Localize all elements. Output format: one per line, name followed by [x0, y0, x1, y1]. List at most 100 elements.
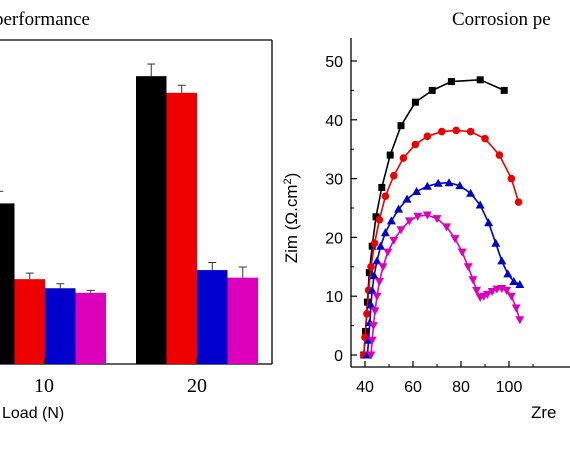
nyquist-point-magenta: [368, 322, 378, 331]
nyquist-point-blue: [484, 218, 494, 227]
nyquist-point-blue: [491, 238, 501, 247]
nyquist-point-black: [365, 269, 373, 277]
nyquist-point-blue: [372, 256, 382, 265]
bar-chart-plot: [0, 39, 273, 365]
bar-red-10: [14, 279, 45, 364]
nyquist-point-black: [476, 76, 484, 84]
nyquist-point-black: [428, 86, 436, 94]
bar-xtick-label: 20: [187, 375, 207, 397]
nyquist-point-red: [514, 198, 523, 206]
bar-series-group: [0, 63, 258, 365]
nyquist-series-group: [360, 76, 525, 360]
nyquist-point-blue: [475, 200, 485, 209]
nyquist-point-magenta: [378, 263, 388, 272]
nyquist-point-black: [386, 151, 394, 159]
nyquist-point-blue: [455, 181, 465, 190]
nyquist-point-blue: [466, 188, 476, 197]
nyquist-point-magenta: [396, 226, 406, 235]
nyquist-point-blue: [366, 300, 376, 309]
nyquist-xtick-label: 40: [356, 379, 374, 396]
nyquist-point-red: [466, 127, 475, 136]
nyquist-point-magenta: [367, 336, 377, 345]
nyquist-point-magenta: [450, 235, 460, 244]
nyquist-point-black: [372, 213, 380, 221]
nyquist-point-red: [375, 215, 384, 224]
nyquist-point-red: [481, 134, 489, 143]
bar-black-10: [0, 203, 15, 364]
bar-blue-10: [45, 288, 76, 364]
nyquist-point-magenta: [457, 248, 467, 257]
nyquist-ytick-label: 0: [334, 348, 343, 365]
nyquist-xtick-label: 100: [496, 379, 523, 396]
nyquist-line-magenta: [370, 214, 521, 356]
nyquist-point-blue: [369, 271, 379, 280]
nyquist-point-blue: [444, 178, 454, 187]
bar-red-20: [166, 92, 197, 364]
nyquist-ytick-label: 40: [325, 113, 343, 130]
bar-magenta-20: [227, 277, 258, 364]
nyquist-yaxis-label: Zim (Ω.cm2): [282, 173, 301, 264]
nyquist-point-red: [438, 127, 446, 136]
nyquist-point-magenta: [432, 215, 442, 224]
nyquist-point-blue: [376, 241, 386, 250]
nyquist-point-blue: [503, 269, 513, 278]
nyquist-point-magenta: [502, 286, 512, 295]
nyquist-point-blue: [497, 256, 507, 265]
nyquist-point-blue: [367, 285, 377, 294]
nyquist-xtick-label: 80: [452, 379, 470, 396]
nyquist-point-red: [390, 171, 398, 180]
nyquist-point-magenta: [506, 292, 516, 301]
nyquist-point-magenta: [487, 287, 497, 296]
nyquist-point-red: [423, 132, 432, 141]
nyquist-point-red: [367, 263, 375, 271]
nyquist-line-blue: [366, 181, 521, 356]
nyquist-point-magenta: [374, 278, 384, 286]
nyquist-point-red: [381, 192, 390, 201]
nyquist-ytick-label: 20: [325, 230, 343, 247]
nyquist-point-blue: [380, 228, 390, 237]
nyquist-point-blue: [515, 279, 525, 288]
nyquist-point-blue: [433, 178, 443, 187]
bar-xtick-group: [44, 358, 198, 364]
nyquist-point-magenta: [372, 292, 382, 301]
nyquist-ytick-label: 50: [325, 54, 343, 71]
nyquist-xaxis-label: Zre: [531, 403, 557, 422]
nyquist-point-magenta: [482, 290, 492, 299]
nyquist-point-magenta: [442, 223, 452, 232]
nyquist-point-magenta: [413, 212, 423, 221]
nyquist-point-magenta: [383, 248, 393, 257]
nyquist-point-black: [411, 98, 419, 106]
nyquist-point-blue: [422, 181, 432, 190]
nyquist-point-magenta: [468, 276, 478, 285]
nyquist-xtick-label: 60: [404, 379, 422, 396]
nyquist-point-red: [363, 310, 371, 318]
nyquist-point-blue: [402, 194, 412, 203]
nyquist-point-magenta: [422, 211, 432, 220]
nyquist-point-red: [507, 174, 516, 183]
nyquist-plot: 0 10 20 30 40 50 40 60 80 100: [325, 38, 570, 396]
nyquist-point-red: [399, 154, 408, 162]
nyquist-point-magenta: [463, 263, 473, 272]
nyquist-point-magenta: [389, 236, 399, 245]
nyquist-point-magenta: [515, 316, 525, 325]
nyquist-point-red: [411, 140, 420, 149]
nyquist-point-blue: [386, 216, 396, 225]
nyquist-ytick-label: 10: [325, 289, 343, 306]
nyquist-point-magenta: [404, 217, 414, 226]
nyquist-point-magenta: [472, 286, 482, 295]
nyquist-point-black: [447, 78, 455, 86]
bar-black-20: [136, 76, 167, 365]
nyquist-ytick-label: 30: [325, 172, 343, 189]
nyquist-point-red: [495, 151, 504, 159]
nyquist-point-black: [378, 183, 386, 191]
nyquist-point-magenta: [370, 307, 380, 316]
nyquist-point-blue: [509, 277, 519, 285]
nyquist-point-red: [452, 126, 461, 135]
bar-magenta-10: [75, 292, 106, 364]
nyquist-point-magenta: [366, 351, 376, 360]
nyquist-axis-ticks: 0 10 20 30 40 50 40 60 80 100: [325, 54, 534, 396]
bar-xaxis-label: Load (N): [2, 405, 64, 422]
nyquist-point-blue: [394, 204, 404, 213]
nyquist-point-blue: [412, 187, 422, 196]
